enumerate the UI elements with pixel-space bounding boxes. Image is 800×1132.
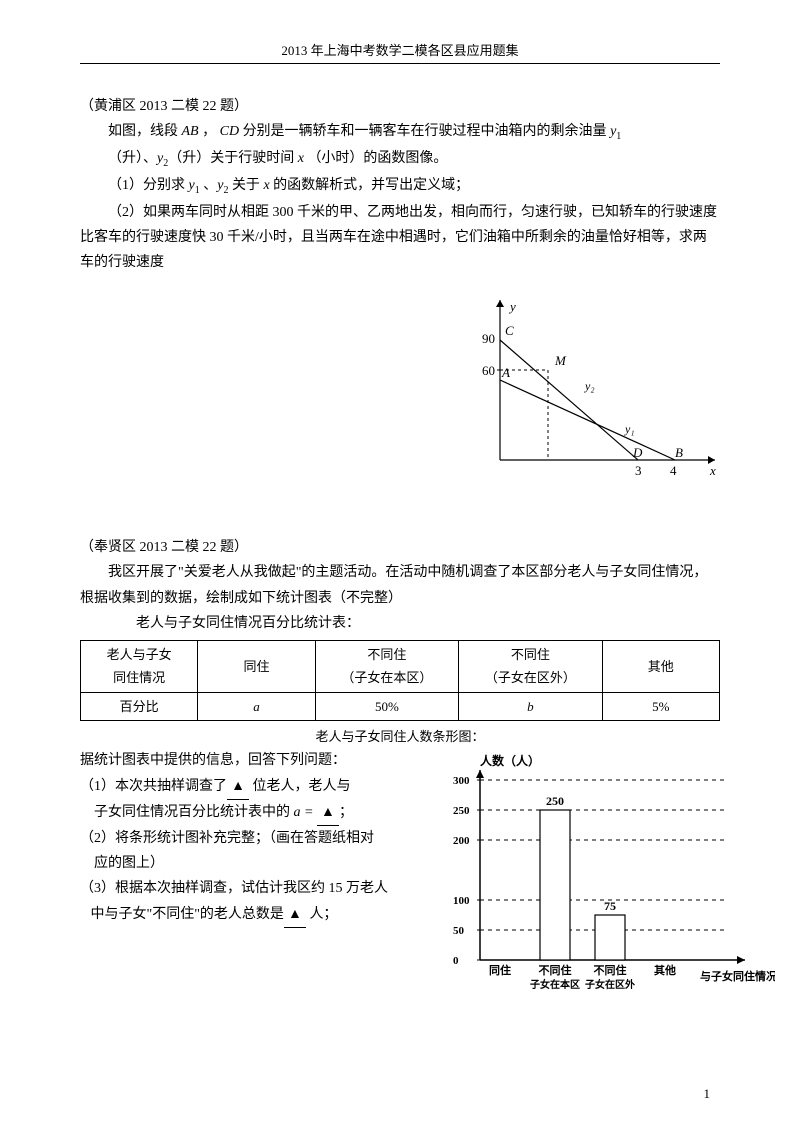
svg-text:250: 250 bbox=[546, 794, 564, 808]
p2-questions: （1）本次共抽样调查了▲ 位老人，老人与 子女同住情况百分比统计表中的 a = … bbox=[80, 774, 410, 928]
svg-text:y₁: y₁ bbox=[624, 422, 635, 436]
p2-q3: （3）根据本次抽样调查，试估计我区约 15 万老人 中与子女"不同住"的老人总数… bbox=[80, 876, 410, 927]
td-50: 50% bbox=[315, 692, 458, 720]
th-2: 同住 bbox=[198, 640, 315, 692]
th-5: 其他 bbox=[602, 640, 719, 692]
page: 2013 年上海中考数学二模各区县应用题集 （黄浦区 2013 二模 22 题）… bbox=[0, 0, 800, 1132]
p1-line2: （升）、y2（升）关于行驶时间 x （小时）的函数图像。 bbox=[80, 146, 720, 173]
problem-1: （黄浦区 2013 二模 22 题） 如图，线段 AB ， CD 分别是一辆轿车… bbox=[80, 94, 720, 275]
th-1: 老人与子女同住情况 bbox=[81, 640, 198, 692]
chart-2: 人数（人） 300250200100500 同住250不同住子女在本区75不同住… bbox=[425, 750, 775, 1010]
svg-text:50: 50 bbox=[453, 925, 465, 937]
stat-table: 老人与子女同住情况 同住 不同住（子女在本区） 不同住（子女在区外） 其他 百分… bbox=[80, 640, 720, 721]
table-title: 老人与子女同住情况百分比统计表： bbox=[80, 611, 720, 636]
td-a: a bbox=[198, 692, 315, 720]
td-b: b bbox=[459, 692, 602, 720]
x-tick-4: 4 bbox=[670, 463, 677, 478]
page-number: 1 bbox=[704, 1086, 711, 1102]
p2-q1: （1）本次共抽样调查了▲ 位老人，老人与 子女同住情况百分比统计表中的 a = … bbox=[80, 774, 410, 826]
td-r1: 百分比 bbox=[81, 692, 198, 720]
svg-text:C: C bbox=[505, 323, 514, 338]
p1-title: （黄浦区 2013 二模 22 题） bbox=[80, 94, 720, 119]
svg-text:300: 300 bbox=[453, 775, 470, 787]
svg-text:人数（人）: 人数（人） bbox=[480, 753, 540, 768]
p2-intro: 我区开展了"关爱老人从我做起"的主题活动。在活动中随机调查了本区部分老人与子女同… bbox=[80, 560, 720, 610]
svg-text:不同住: 不同住 bbox=[594, 963, 627, 977]
p2-title: （奉贤区 2013 二模 22 题） bbox=[80, 535, 720, 560]
svg-text:250: 250 bbox=[453, 805, 470, 817]
svg-text:B: B bbox=[675, 445, 683, 460]
page-header: 2013 年上海中考数学二模各区县应用题集 bbox=[80, 40, 720, 64]
svg-text:200: 200 bbox=[453, 835, 470, 847]
svg-text:A: A bbox=[501, 365, 510, 380]
svg-text:75: 75 bbox=[604, 899, 616, 913]
svg-text:x: x bbox=[709, 463, 716, 478]
p2-q2: （2）将条形统计图补充完整；（画在答题纸相对 应的图上） bbox=[80, 826, 410, 876]
td-5: 5% bbox=[602, 692, 719, 720]
th-4: 不同住（子女在区外） bbox=[459, 640, 602, 692]
p1-line1: 如图，线段 AB ， CD 分别是一辆轿车和一辆客车在行驶过程中油箱内的剩余油量… bbox=[80, 119, 720, 146]
p1-q2: （2）如果两车同时从相距 300 千米的甲、乙两地出发，相向而行，匀速行驶，已知… bbox=[80, 200, 720, 276]
y-tick-90: 90 bbox=[482, 331, 495, 346]
svg-text:子女在区外: 子女在区外 bbox=[585, 978, 635, 991]
svg-text:M: M bbox=[554, 353, 567, 368]
svg-text:不同住: 不同住 bbox=[539, 963, 572, 977]
p1-q1: （1）分别求 y1 、y2 关于 x 的函数解析式，并写出定义域； bbox=[80, 173, 720, 200]
svg-text:100: 100 bbox=[453, 895, 470, 907]
svg-text:同住: 同住 bbox=[489, 963, 511, 977]
y-tick-60: 60 bbox=[482, 363, 495, 378]
chart-title: 老人与子女同住人数条形图： bbox=[80, 725, 720, 748]
svg-text:其他: 其他 bbox=[654, 963, 676, 977]
svg-text:与子女同住情况: 与子女同住情况 bbox=[700, 969, 775, 983]
svg-text:D: D bbox=[632, 445, 643, 460]
svg-text:0: 0 bbox=[453, 955, 459, 967]
chart-1: 90 60 3 4 C D A B M y x y₂ y₁ bbox=[470, 295, 730, 485]
svg-text:子女在本区: 子女在本区 bbox=[530, 978, 580, 991]
x-tick-3: 3 bbox=[635, 463, 642, 478]
svg-text:y₂: y₂ bbox=[584, 379, 595, 393]
th-3: 不同住（子女在本区） bbox=[315, 640, 458, 692]
svg-text:y: y bbox=[508, 299, 516, 314]
